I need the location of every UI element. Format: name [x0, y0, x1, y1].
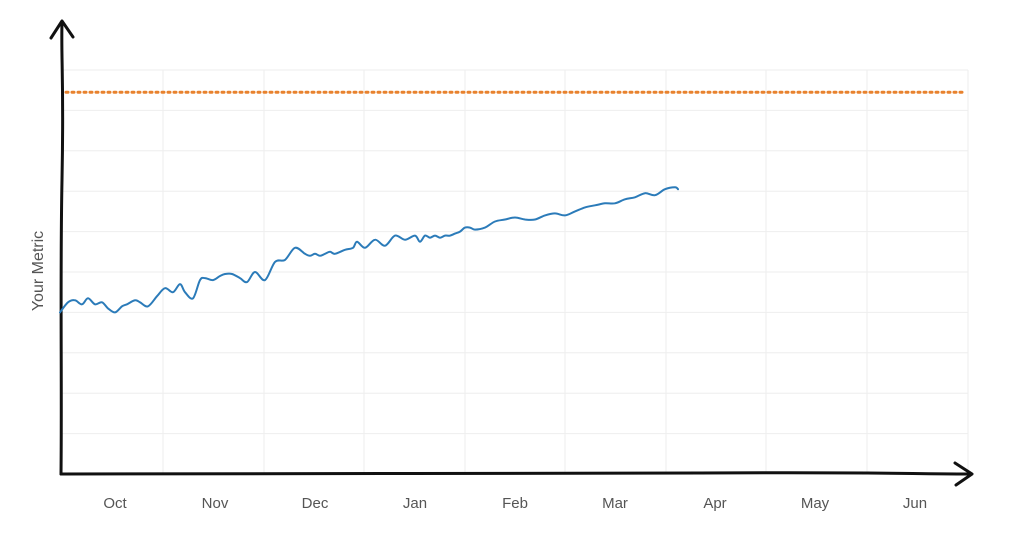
series-line-0 — [59, 186, 679, 314]
x-axis-line — [59, 471, 972, 476]
x-tick-label-may: May — [801, 495, 830, 512]
x-tick-label-feb: Feb — [502, 495, 528, 512]
axes — [49, 19, 974, 487]
x-tick-label-jan: Jan — [403, 495, 427, 512]
grid — [61, 69, 969, 475]
x-tick-label-nov: Nov — [202, 495, 229, 512]
x-tick-label-mar: Mar — [602, 495, 628, 512]
x-axis-arrow — [953, 461, 974, 487]
x-tick-label-dec: Dec — [302, 495, 329, 512]
x-tick-label-jun: Jun — [903, 495, 927, 512]
y-axis-title: Your Metric — [30, 231, 47, 311]
x-tick-label-apr: Apr — [703, 495, 726, 512]
labels: Oct Nov Dec Jan Feb Mar Apr May Jun — [103, 495, 927, 512]
y-axis-line — [59, 20, 65, 476]
x-tick-label-oct: Oct — [103, 495, 127, 512]
series-layer — [59, 90, 967, 314]
y-axis-arrow — [49, 19, 75, 40]
